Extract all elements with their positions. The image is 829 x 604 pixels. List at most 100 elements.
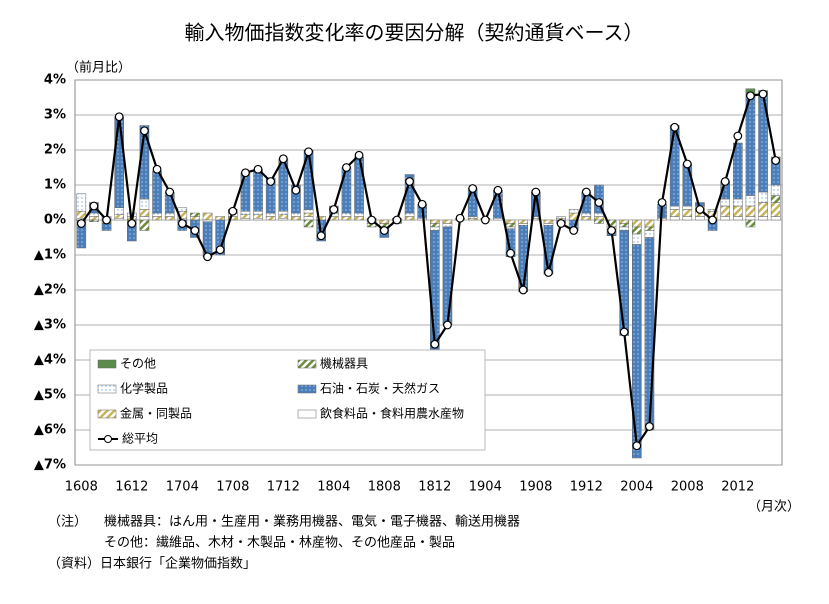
total-marker [253, 164, 263, 174]
bar-segment [770, 184, 781, 196]
bar-segment [758, 216, 768, 221]
bar-segment [442, 219, 453, 224]
total-marker [241, 168, 250, 178]
bar-segment [291, 184, 301, 214]
total-marker [190, 226, 200, 235]
total-marker [266, 177, 276, 186]
x-tick-label: 1708 [216, 480, 249, 495]
total-marker [430, 339, 440, 349]
bar-segment [581, 212, 592, 217]
bar-segment [291, 212, 301, 217]
total-marker [455, 213, 465, 223]
bar-segment [202, 212, 213, 221]
bar-segment [240, 218, 251, 221]
bar-segment [644, 226, 655, 231]
bar-segment [303, 219, 314, 228]
total-marker [657, 198, 667, 207]
legend-label: 金属・同製品 [120, 406, 192, 421]
legend-box [89, 349, 486, 451]
bar-segment [341, 216, 352, 221]
bar-segment [253, 218, 263, 221]
x-tick-label: 1812 [418, 480, 451, 495]
bar-segment [543, 223, 554, 226]
bar-segment [139, 209, 150, 217]
bar-segment [114, 116, 124, 208]
bar-segment [164, 216, 175, 221]
total-marker [215, 245, 225, 255]
bar-segment [215, 216, 225, 221]
x-tick-label: 1612 [115, 480, 148, 495]
total-marker [468, 184, 478, 193]
bar-segment [278, 211, 289, 215]
bar-segment [632, 244, 642, 459]
bar-segment [619, 226, 629, 231]
bar-segment [745, 219, 756, 228]
bar-segment [114, 207, 124, 215]
bar-segment [404, 212, 415, 217]
bar-segment [430, 223, 440, 228]
y-tick-label: ▲4% [34, 353, 66, 368]
bar-segment [720, 198, 730, 207]
note: 機械器具：はん用・生産用・業務用機器、電気・電子機器、輸送用機器 [104, 514, 520, 530]
x-tick-label: 1704 [166, 480, 199, 495]
legend-swatch [297, 384, 317, 394]
bar-segment [505, 226, 516, 229]
bar-segment [202, 219, 213, 222]
total-marker [443, 320, 452, 330]
bar-segment [619, 219, 629, 224]
total-marker [379, 226, 389, 235]
total-marker [480, 215, 490, 225]
y-tick-label: ▲6% [34, 423, 66, 438]
total-marker [417, 199, 427, 209]
note: （資料）日本銀行「企業物価指数」 [48, 556, 256, 572]
bar-segment [758, 191, 768, 203]
bar-segment [644, 237, 655, 431]
x-tick-label: 2012 [721, 480, 754, 495]
total-marker [645, 422, 654, 431]
total-marker [140, 126, 149, 136]
total-marker [556, 219, 566, 228]
legend-swatch [97, 409, 117, 419]
total-marker [102, 215, 111, 225]
bar-segment [379, 219, 390, 224]
total-marker [670, 122, 680, 132]
x-tick-label: 1908 [519, 480, 552, 495]
y-tick-label: 4% [44, 73, 66, 88]
bar-segment [682, 205, 693, 210]
bar-segment [240, 214, 251, 219]
bar-segment [682, 209, 693, 217]
total-marker [304, 147, 313, 157]
bar-segment [632, 233, 642, 245]
bar-segment [745, 195, 756, 207]
total-marker [695, 205, 705, 214]
bar-segment [669, 205, 680, 210]
y-tick-label: ▲2% [34, 283, 66, 298]
total-marker [531, 187, 541, 197]
bar-segment [770, 195, 781, 203]
y-tick-label: ▲3% [34, 318, 66, 333]
bar-segment [240, 211, 251, 215]
legend-label: 総平均 [122, 432, 158, 446]
note: その他：繊維品、木材・木製品・林産物、その他産品・製品 [104, 535, 455, 551]
bar-segment [467, 218, 478, 221]
bar-segment [278, 214, 289, 219]
bar-segment [669, 216, 680, 221]
bar-segment [430, 230, 440, 350]
bar-segment [669, 209, 680, 217]
bar-segment [417, 218, 427, 221]
total-marker [342, 163, 351, 172]
bar-segment [265, 212, 276, 217]
x-tick-label: 2004 [620, 480, 653, 495]
y-tick-label: 3% [44, 108, 66, 123]
total-marker [392, 215, 402, 225]
bar-segment [139, 198, 150, 210]
bar-segment [493, 218, 503, 221]
bar-segment [467, 216, 478, 219]
bar-segment [430, 226, 440, 231]
bar-segment [632, 226, 642, 235]
bar-segment [278, 218, 289, 221]
bar-segment [543, 219, 554, 224]
bar-segment [770, 216, 781, 221]
bar-segment [682, 216, 693, 221]
y-tick-label: ▲5% [34, 388, 66, 403]
